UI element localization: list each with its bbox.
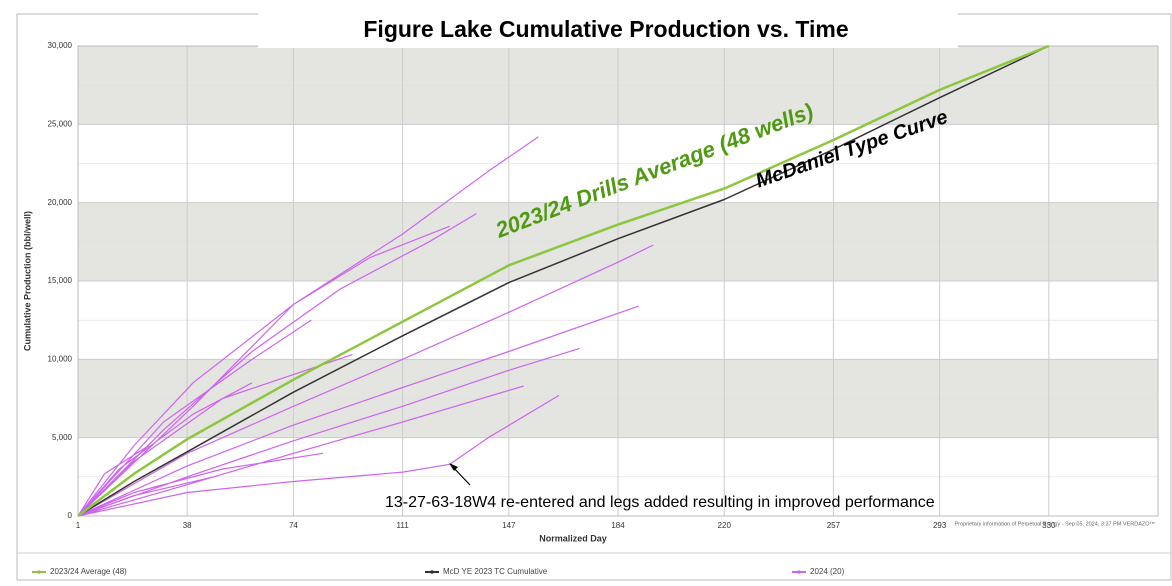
footnote: Proprietary information of Perpetual Ene…: [954, 521, 1155, 527]
legend-label: McD YE 2023 TC Cumulative: [443, 567, 548, 576]
legend-marker: [797, 570, 801, 574]
series-line: [77, 136, 654, 517]
x-tick-label: 38: [183, 521, 192, 530]
y-tick-label: 25,000: [48, 119, 73, 128]
legend-marker: [37, 570, 41, 574]
annotation: 13-27-63-18W4 re-entered and legs added …: [385, 494, 935, 511]
x-tick-label: 257: [827, 521, 841, 530]
x-tick-label: 184: [611, 521, 625, 530]
y-tick-label: 5,000: [52, 433, 73, 442]
x-tick-label: 74: [289, 521, 298, 530]
x-tick-label: 220: [718, 521, 732, 530]
series-line: [77, 45, 1050, 517]
y-tick-label: 15,000: [48, 276, 73, 285]
y-tick-label: 10,000: [48, 354, 73, 363]
title-background: [258, 12, 958, 48]
x-axis-label: Normalized Day: [539, 533, 607, 543]
y-tick-label: 20,000: [48, 198, 73, 207]
legend-marker: [430, 570, 434, 574]
series-line: [77, 44, 1050, 517]
arrow-head: [449, 463, 458, 471]
x-tick-label: 1: [76, 521, 81, 530]
x-tick-label: 147: [502, 521, 516, 530]
chart-title: Figure Lake Cumulative Production vs. Ti…: [363, 16, 848, 42]
y-tick-label: 30,000: [48, 41, 73, 50]
legend-label: 2024 (20): [810, 567, 845, 576]
legend-label: 2023/24 Average (48): [50, 567, 127, 576]
x-tick-label: 111: [397, 521, 410, 530]
y-tick-label: 0: [68, 511, 73, 520]
y-axis-label: Cumulative Production (bbl/well): [22, 211, 32, 351]
x-tick-label: 330: [1042, 521, 1056, 530]
x-tick-label: 293: [933, 521, 947, 530]
